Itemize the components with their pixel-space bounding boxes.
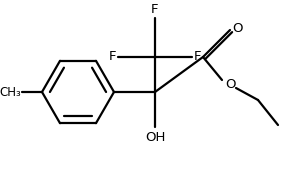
Text: CH₃: CH₃ xyxy=(0,85,21,99)
Text: F: F xyxy=(108,51,116,63)
Text: O: O xyxy=(225,78,235,90)
Text: F: F xyxy=(194,51,202,63)
Text: O: O xyxy=(232,23,243,35)
Text: F: F xyxy=(151,3,159,16)
Text: OH: OH xyxy=(145,131,165,144)
